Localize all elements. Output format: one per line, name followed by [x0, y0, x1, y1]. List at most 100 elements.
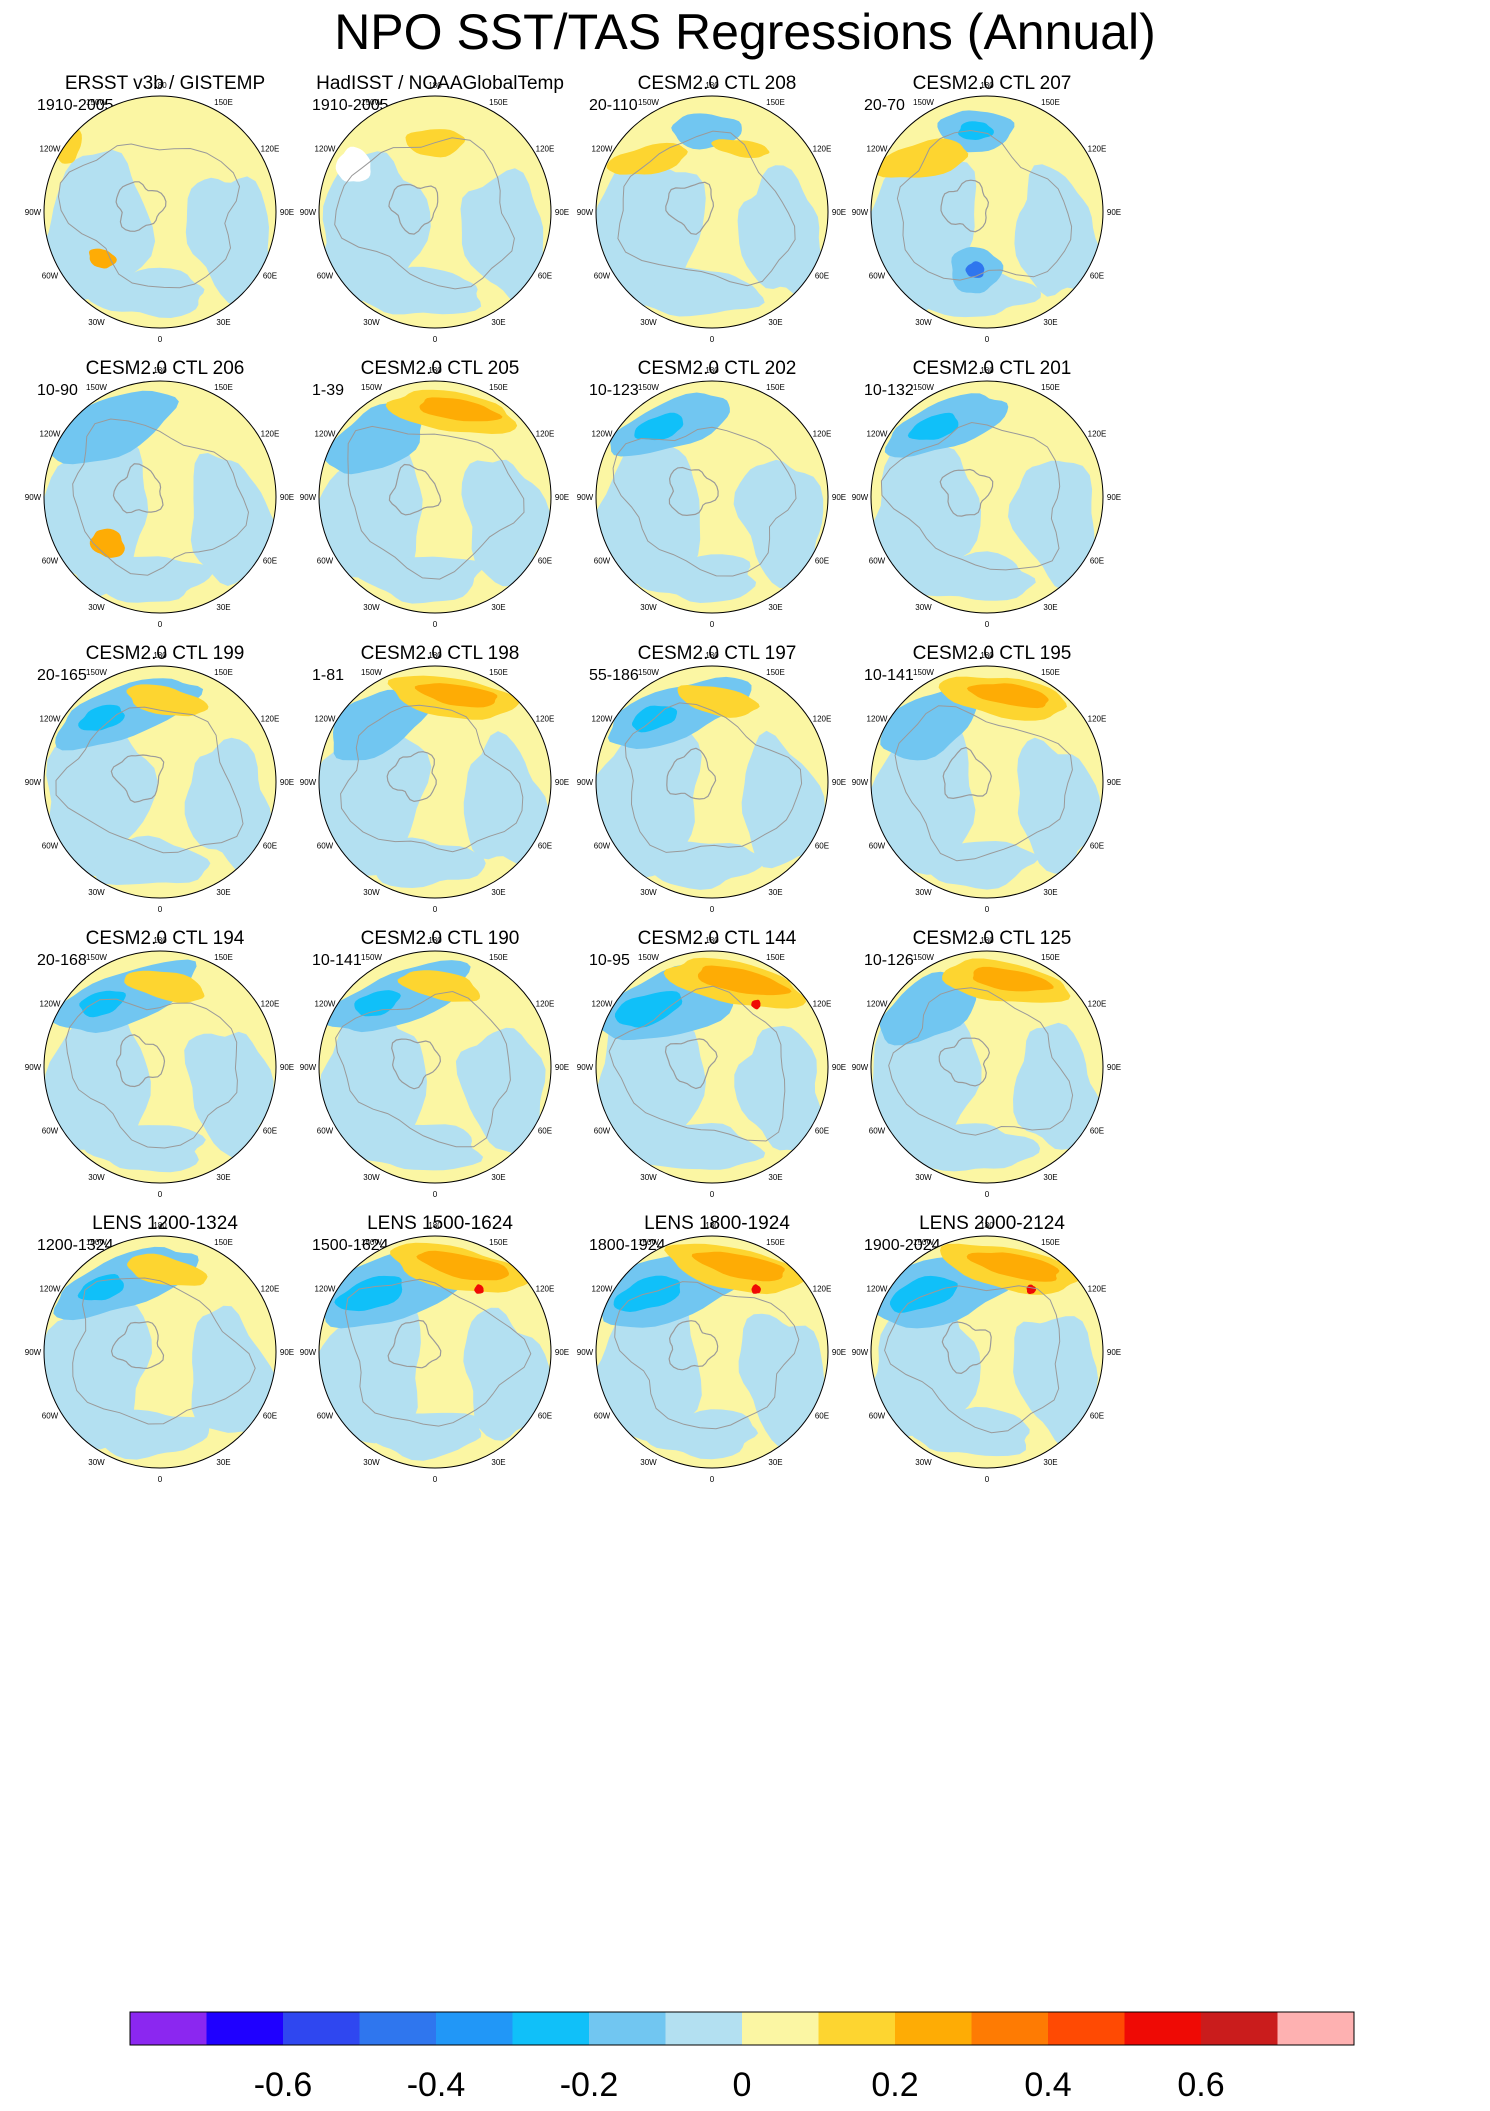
- longitude-label: 90W: [25, 493, 42, 502]
- pacific-warm-anomaly: [606, 142, 688, 175]
- longitude-label: 150E: [214, 383, 233, 392]
- panel-period: 1900-2024: [864, 1237, 941, 1254]
- longitude-label: 120E: [536, 1285, 555, 1294]
- longitude-label: 150E: [489, 1238, 508, 1247]
- longitude-label: 30W: [88, 603, 105, 612]
- longitude-label: 30E: [216, 603, 230, 612]
- longitude-label: 30W: [363, 1173, 380, 1182]
- eurasia-cold-field: [463, 1307, 551, 1441]
- pacific-warm-core: [691, 1251, 785, 1282]
- longitude-label: 60W: [869, 557, 886, 566]
- pacific-cold-core: [907, 412, 959, 440]
- continent-coastline: [896, 129, 1073, 281]
- longitude-label: 180: [705, 651, 719, 660]
- longitude-label: 120E: [536, 430, 555, 439]
- longitude-label: 120E: [813, 1285, 832, 1294]
- longitude-label: 150W: [361, 1238, 382, 1247]
- longitude-label: 90E: [280, 1348, 294, 1357]
- map-boundary: [318, 950, 552, 1184]
- longitude-label: 60E: [1090, 272, 1104, 281]
- panel-title: CESM2.0 CTL 198: [361, 643, 520, 664]
- colorbar-swatch: [512, 2012, 590, 2045]
- longitude-label: 120E: [261, 1000, 280, 1009]
- eurasia-cold-field: [463, 731, 549, 865]
- map-boundary: [870, 380, 1104, 614]
- north-america-cold-field: [872, 1016, 982, 1170]
- panel-period: 10-126: [864, 952, 914, 969]
- atlantic-cold-field: [89, 1409, 210, 1460]
- panel-period: 10-141: [864, 667, 914, 684]
- north-america-cold-field: [319, 429, 423, 586]
- map-panel: CESM2.0 CTL 190 10-141 180 150E 120E 90E 60E 30…: [300, 928, 569, 1199]
- figure-title: NPO SST/TAS Regressions (Annual): [334, 4, 1156, 60]
- eurasia-cold-field: [737, 165, 823, 300]
- map-panel: CESM2.0 CTL 202 10-123 180 150E 120E 90E 60E 30…: [577, 358, 846, 629]
- longitude-label: 60E: [263, 1127, 277, 1136]
- longitude-label: 180: [980, 1221, 994, 1230]
- longitude-label: 0: [433, 1190, 438, 1199]
- longitude-label: 60E: [538, 1412, 552, 1421]
- longitude-label: 150W: [913, 98, 934, 107]
- map-boundary: [318, 665, 552, 899]
- longitude-label: 90W: [577, 778, 594, 787]
- longitude-label: 0: [158, 905, 163, 914]
- atlantic-warm-anomaly: [89, 248, 117, 269]
- longitude-label: 180: [428, 651, 442, 660]
- north-america-cold-field: [44, 435, 149, 597]
- longitude-label: 180: [980, 936, 994, 945]
- continent-coastline: [334, 137, 515, 290]
- longitude-label: 120W: [592, 145, 613, 154]
- eurasia-cold-field: [734, 1025, 824, 1153]
- arctic-coastline: [115, 181, 167, 232]
- longitude-label: 120E: [261, 1285, 280, 1294]
- pacific-cold-core: [77, 1274, 124, 1301]
- map-boundary: [870, 665, 1104, 899]
- panel-period: 10-123: [589, 382, 639, 399]
- longitude-label: 120E: [536, 715, 555, 724]
- longitude-label: 120E: [1088, 1285, 1107, 1294]
- longitude-label: 30E: [216, 1173, 230, 1182]
- longitude-label: 150W: [361, 953, 382, 962]
- map-panel: CESM2.0 CTL 125 10-126 180 150E 120E 90E 60E 30…: [852, 928, 1121, 1199]
- longitude-label: 150W: [913, 668, 934, 677]
- pacific-cold-core: [334, 1275, 403, 1312]
- eurasia-cold-field: [738, 1313, 824, 1448]
- longitude-label: 150W: [913, 953, 934, 962]
- panel-title: CESM2.0 CTL 201: [913, 358, 1072, 379]
- longitude-label: 30E: [768, 1458, 782, 1467]
- longitude-label: 30E: [491, 318, 505, 327]
- longitude-label: 90E: [280, 1063, 294, 1072]
- longitude-label: 0: [433, 905, 438, 914]
- panel-period: 1-81: [312, 667, 344, 684]
- longitude-label: 150W: [361, 383, 382, 392]
- map-boundary: [43, 1235, 277, 1469]
- pacific-warm-anomaly: [124, 970, 205, 1003]
- map-boundary: [318, 1235, 552, 1469]
- continent-coastline: [894, 705, 1073, 862]
- arctic-coastline: [388, 463, 442, 516]
- longitude-label: 30W: [363, 318, 380, 327]
- longitude-label: 180: [153, 936, 167, 945]
- pacific-cold-core: [78, 704, 125, 731]
- colorbar-swatch: [283, 2012, 360, 2045]
- pacific-cold-core: [634, 412, 684, 441]
- pacific-warm-core: [419, 397, 503, 422]
- atlantic-cold-field: [913, 841, 1039, 890]
- pacific-warm-anomaly: [126, 684, 209, 717]
- panel-period: 1910-2005: [37, 97, 114, 114]
- longitude-label: 150E: [214, 98, 233, 107]
- longitude-label: 60E: [815, 1127, 829, 1136]
- longitude-label: 150E: [1041, 953, 1060, 962]
- arctic-coastline: [386, 751, 437, 803]
- longitude-label: 60W: [42, 1412, 59, 1421]
- map-boundary: [595, 380, 829, 614]
- longitude-label: 90E: [832, 778, 846, 787]
- longitude-label: 150E: [1041, 668, 1060, 677]
- longitude-label: 150W: [361, 668, 382, 677]
- pacific-warm-core: [416, 1250, 509, 1281]
- atlantic-cold-field: [363, 1411, 482, 1461]
- warm-spot: [474, 1284, 484, 1294]
- longitude-label: 150W: [86, 383, 107, 392]
- longitude-label: 60W: [594, 1127, 611, 1136]
- eurasia-cold-field: [461, 459, 551, 587]
